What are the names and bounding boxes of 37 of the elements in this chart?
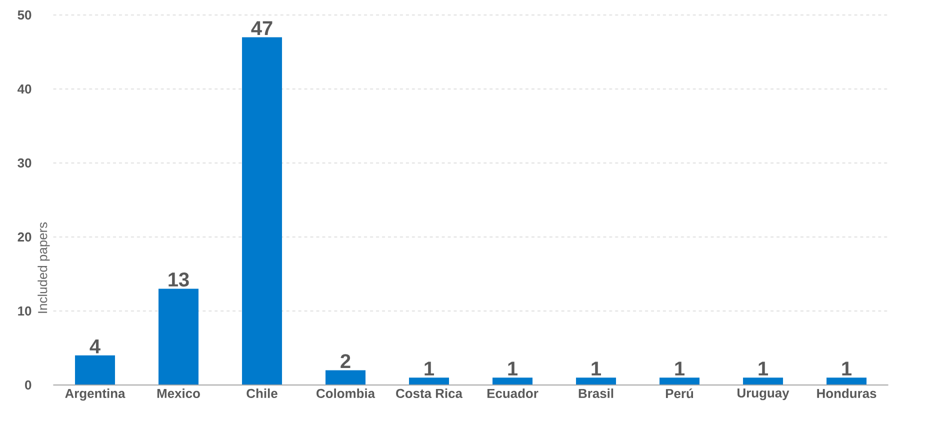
x-tick-label: Brasil [578, 388, 614, 398]
data-label: 47 [251, 21, 272, 35]
x-tick-label: Uruguay [738, 388, 790, 400]
data-label: 1 [675, 362, 684, 376]
bar [492, 378, 533, 385]
bar [660, 378, 700, 385]
bar [826, 378, 867, 385]
y-tick-label: 10 [18, 306, 32, 316]
data-label: 2 [340, 354, 350, 368]
y-tick-label: 30 [18, 158, 32, 168]
y-tick-label: 20 [18, 232, 32, 242]
y-tick-label: 0 [25, 380, 32, 390]
x-tick-label: Argentina [65, 388, 126, 401]
x-tick-label: Honduras [817, 388, 876, 398]
bar [576, 378, 616, 385]
data-label: 4 [90, 339, 100, 354]
x-tick-label: Chile [246, 388, 278, 398]
x-tick-label: Ecuador [487, 388, 538, 398]
y-tick-label: 50 [18, 10, 32, 20]
bar [242, 37, 282, 385]
bar [409, 378, 450, 385]
x-tick-label: Mexico [157, 388, 200, 398]
data-label: 1 [508, 362, 518, 376]
data-label: 1 [424, 362, 434, 376]
bar [75, 355, 115, 385]
data-label: 1 [592, 362, 601, 376]
bar [743, 378, 784, 385]
x-tick-label: Costa Rica [396, 388, 463, 398]
y-tick-label: 40 [18, 84, 32, 94]
x-tick-label: Colombia [316, 388, 376, 398]
bar [158, 288, 199, 385]
data-label: 1 [842, 362, 852, 376]
bar [326, 370, 366, 385]
x-tick-label: Perú [666, 388, 694, 398]
y-axis-title: Included papers [38, 222, 50, 313]
data-label: 13 [168, 272, 189, 287]
data-label: 1 [758, 362, 768, 376]
